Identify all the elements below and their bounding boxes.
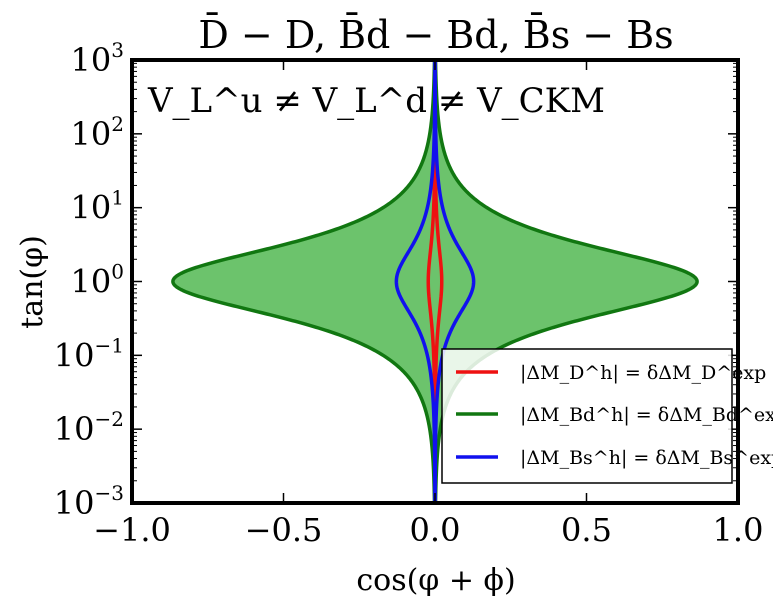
- legend: |ΔM_D^h| = δΔM_D^exp |ΔM_Bd^h| = δΔM_Bd^e…: [441, 348, 773, 484]
- x-tick-label: 0.0: [410, 511, 461, 549]
- chart-title: D̄ − D, B̄d − Bd, B̄s − Bs: [198, 13, 673, 57]
- y-tick-label: 100: [71, 260, 124, 301]
- x-axis-label: cos(φ + ϕ): [356, 563, 515, 598]
- legend-label-0: |ΔM_D^h| = δΔM_D^exp: [520, 362, 766, 384]
- curve-layer: [171, 60, 699, 503]
- series-line-2-left: [394, 60, 437, 503]
- y-tick-label: 103: [71, 38, 124, 79]
- chart-annotation: V_L^u ≠ V_L^d ≠ V_CKM: [147, 81, 605, 121]
- x-tick-label: 1.0: [713, 511, 764, 549]
- series-line-1-left: [171, 60, 437, 503]
- y-tick-labels: 10−3 10−2 10−1 100 101 102 103: [54, 38, 124, 522]
- tick-layer: [131, 59, 739, 504]
- y-tick-label: 10−1: [54, 333, 124, 374]
- x-tick-label: −0.5: [245, 511, 323, 549]
- y-tick-label: 102: [71, 112, 124, 153]
- y-tick-label: 101: [71, 186, 124, 227]
- legend-label-2: |ΔM_Bs^h| = δΔM_Bs^exp: [520, 447, 773, 469]
- y-tick-label: 10−2: [54, 407, 124, 448]
- series-line-1-right: [433, 60, 699, 503]
- x-tick-label: −1.0: [93, 511, 171, 549]
- legend-label-1: |ΔM_Bd^h| = δΔM_Bd^exp: [520, 404, 773, 426]
- fill-layer: [172, 60, 698, 503]
- y-axis-label: tan(φ): [15, 235, 50, 329]
- series-fill-1: [172, 60, 698, 503]
- y-tick-label: 10−3: [54, 481, 124, 522]
- x-tick-label: 0.5: [561, 511, 612, 549]
- x-tick-labels: −1.0 −0.5 0.0 0.5 1.0: [93, 511, 763, 549]
